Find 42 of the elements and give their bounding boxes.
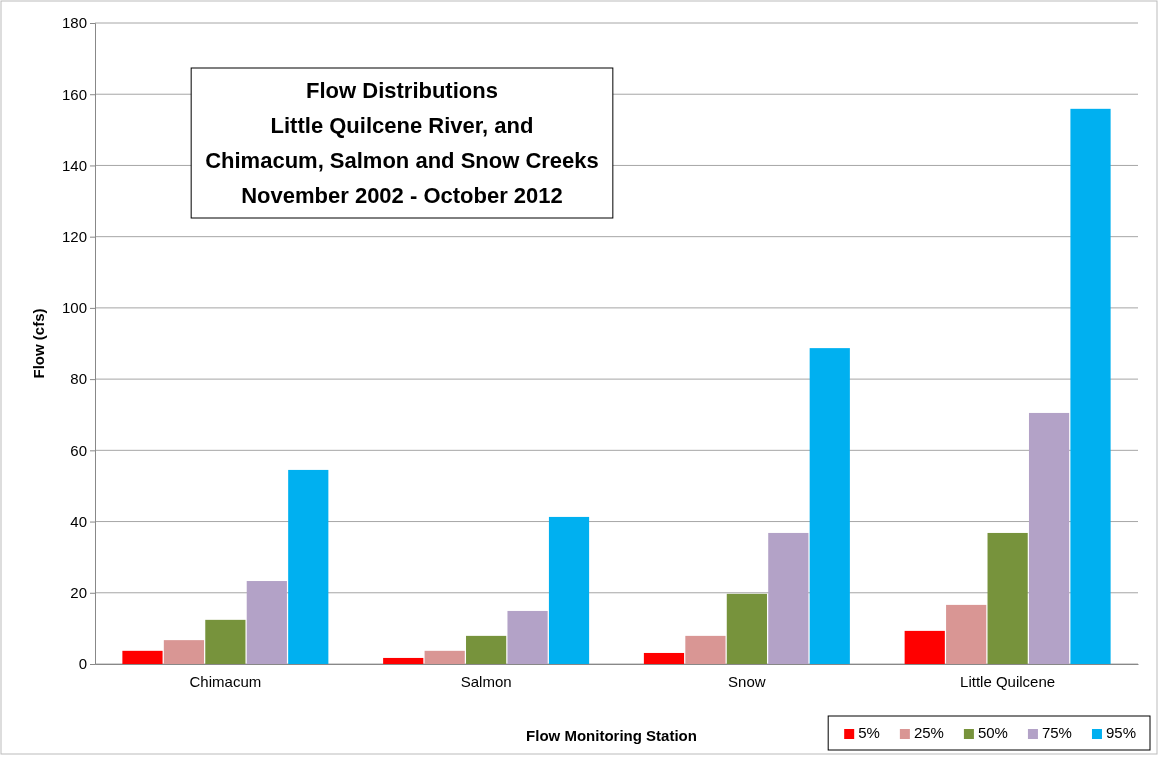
legend-label: 50% bbox=[977, 724, 1008, 741]
text: Flow Distributions Little Quilcene River, and Chimacum, Salmon and Snow Creeks November 2002 - October 2012 bbox=[205, 78, 599, 208]
y-axis-title: Flow (cfs) bbox=[30, 308, 47, 379]
legend-label: 25% bbox=[913, 724, 944, 741]
y-tick-label: 20 bbox=[70, 584, 87, 602]
bar bbox=[163, 640, 205, 664]
bar bbox=[246, 581, 287, 664]
bar bbox=[383, 657, 424, 664]
bar bbox=[288, 469, 329, 664]
bar bbox=[1028, 412, 1070, 664]
bar bbox=[726, 593, 767, 664]
bar bbox=[768, 532, 809, 664]
y-tick-label: 120 bbox=[61, 227, 87, 245]
bar bbox=[809, 348, 850, 664]
x-axis-title: Flow Monitoring Station bbox=[526, 727, 697, 744]
bar bbox=[904, 630, 945, 664]
y-tick-label: 80 bbox=[70, 370, 87, 388]
legend-label: 75% bbox=[1041, 724, 1072, 741]
legend-label: 95% bbox=[1105, 724, 1136, 741]
legend-label: 5% bbox=[858, 724, 880, 741]
bar bbox=[987, 532, 1028, 664]
bar bbox=[205, 619, 246, 664]
bar bbox=[685, 635, 726, 664]
bar bbox=[424, 650, 465, 664]
x-tick-label: Salmon bbox=[460, 672, 512, 690]
bar bbox=[548, 516, 590, 664]
bar bbox=[643, 652, 685, 664]
bar bbox=[122, 650, 163, 664]
bar bbox=[946, 604, 987, 664]
x-tick-label: Little Quilcene bbox=[960, 672, 1056, 690]
y-tick-label: 140 bbox=[61, 156, 87, 174]
y-tick-label: 60 bbox=[70, 441, 87, 459]
bar bbox=[1070, 108, 1111, 664]
y-tick-label: 160 bbox=[61, 85, 87, 103]
x-tick-label: Snow bbox=[728, 672, 766, 690]
y-tick-label: 100 bbox=[61, 299, 87, 317]
x-tick-label: Chimacum bbox=[189, 672, 262, 690]
y-tick-label: 180 bbox=[61, 14, 87, 32]
y-tick-label: 40 bbox=[70, 512, 87, 530]
y-tick-label: 0 bbox=[78, 655, 87, 673]
bar bbox=[507, 610, 548, 664]
bar bbox=[466, 635, 507, 664]
